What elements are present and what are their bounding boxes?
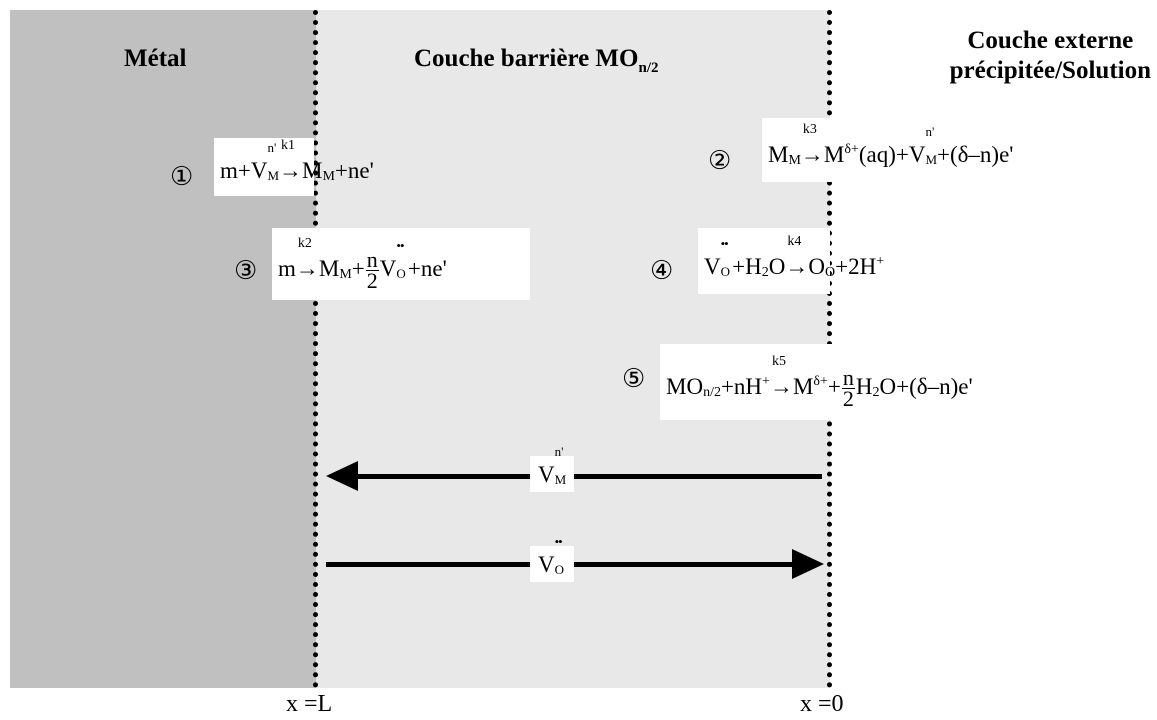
reaction-3-number: ③ <box>234 256 258 286</box>
reaction-3-equation: m k2 →MM+ n 2 V •• O +ne' <box>272 228 530 300</box>
reaction-4-number: ④ <box>650 256 674 286</box>
metal-zone <box>10 10 316 688</box>
barrier-title-subscript: n/2 <box>638 60 659 76</box>
barrier-title-text: Couche barrière MO <box>414 45 639 72</box>
reaction-2-number: ② <box>708 146 732 176</box>
reaction-5-equation: MOn/2+nH+ k5 →Mδ++ n 2 H2O+(δ–n)e' <box>660 344 1146 420</box>
reaction-4-equation: V •• O +H2O k4 →OO+2H+ <box>698 228 884 294</box>
reaction-5-number: ⑤ <box>622 364 646 394</box>
metal-title: Métal <box>124 45 187 72</box>
metal-vacancy-flux-line <box>356 474 822 479</box>
oxygen-vacancy-flux-arrowhead <box>792 549 824 579</box>
reaction-1-equation: m+Vn'M k1→MM+ne' <box>214 138 374 196</box>
reaction-2-rate: k3 <box>802 122 817 137</box>
metal-barrier-interface-line <box>313 10 318 688</box>
barrier-title: Couche barrière MOn/2 <box>414 44 659 83</box>
reaction-4-rate: k4 <box>787 234 802 249</box>
x-axis-label-right: x =0 <box>800 691 844 717</box>
reaction-5-rate: k5 <box>771 353 786 369</box>
reaction-1-number: ① <box>170 162 194 192</box>
external-title: Couche externe précipitée/Solution <box>950 26 1151 86</box>
reaction-3-rate: k2 <box>297 235 312 251</box>
metal-vacancy-flux-arrowhead <box>326 461 358 491</box>
external-title-line2: précipitée/Solution <box>949 57 1151 84</box>
oxygen-vacancy-flux-label: V •• O <box>530 535 575 582</box>
reaction-1-rate: k1 <box>280 138 295 153</box>
x-axis-label-left: x =L <box>286 691 333 717</box>
reaction-2-equation: MM k3 →Mδ+(aq)+V n' M +(δ–n)e' <box>762 118 1146 182</box>
external-title-line1: Couche externe <box>967 27 1134 54</box>
